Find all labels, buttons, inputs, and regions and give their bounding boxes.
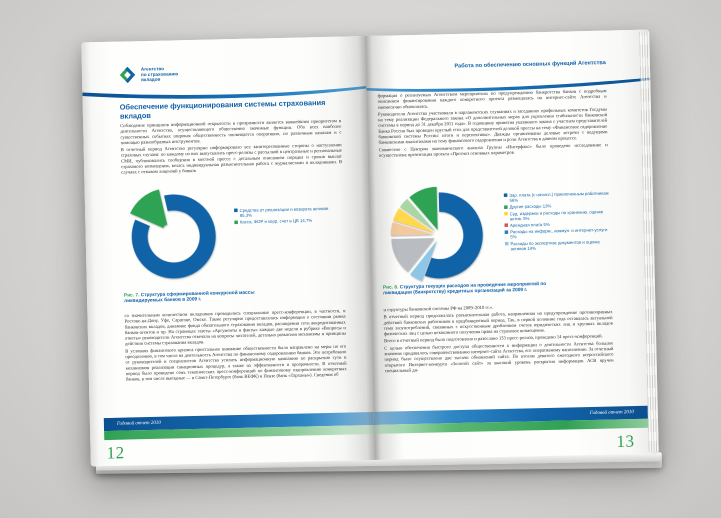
pie-chart-fig8 [390,186,483,281]
pie-slice [393,208,435,233]
legend-item: Зар. плата (с начисл.) привлеченным рабо… [503,190,613,203]
legend-swatch-icon [504,230,509,234]
legend-label: Зар. плата (с начисл.) привлеченным рабо… [509,190,609,203]
legend-label: Средства от реализации и возврата активо… [239,205,329,219]
fig8-legend: Зар. плата (с начисл.) привлеченным рабо… [503,190,614,252]
donut-chart-fig7 [130,189,216,279]
header-swoosh [366,77,651,92]
legend-label: Расходы на информ., коммун. и интернет-у… [510,227,608,240]
legend-item: Средства от реализации и возврата активо… [234,206,337,219]
legend-label: Касса, ФОР и корр. счет в ЦБ 14,7% [239,218,313,225]
page-left: Агентство по страхованию вкладов Обеспеч… [81,36,375,467]
report-spread: Агентство по страхованию вкладов Обеспеч… [81,29,662,474]
figure-title: Структура текущих расходов на проведение… [382,281,547,296]
body-paragraph: Руководители Агентства участвовали в пар… [377,107,608,146]
fig7-legend: Средства от реализации и возврата активо… [234,206,337,227]
header-swoosh [82,86,367,99]
pie-slice [410,240,437,281]
right-top-text: формация о реализуемых Агентством меропр… [378,89,608,161]
legend-item: Суд. издержки и расходы по хранению, оце… [504,209,613,222]
legend-swatch-icon [234,208,238,213]
body-paragraph: В отчетный период продолжалась разъяснит… [383,309,613,337]
body-paragraph: В условиях финансового кризиса пристальн… [125,343,347,383]
legend-swatch-icon [504,223,509,228]
running-header: Работа по обеспечению основных функций А… [454,59,606,70]
legend-label: Расходы по экспертизе документов и оценк… [510,239,600,252]
legend-swatch-icon [504,211,508,216]
logo-line: вкладов [141,76,161,83]
legend-swatch-icon [234,220,238,224]
asv-logo: Агентство по страхованию вкладов [118,64,179,84]
legend-item: Касса, ФОР и корр. счет в ЦБ 14,7% [234,217,337,225]
page-right: Работа по обеспечению основных функций А… [365,29,659,460]
legend-label: Другие расходы 13% [509,203,552,210]
figure7-caption: Рис. 7. Структура сформированной конкурс… [124,289,279,304]
figure-title: Структура сформированной конкурсной масс… [124,289,255,304]
pie-slice [130,189,168,228]
pie-slice [424,192,483,279]
section-heading: Обеспечение функционирования системы стр… [119,98,326,121]
page-number: 13 [616,432,635,451]
right-bottom-text: и структуры банковской системы РФ на 200… [383,303,613,376]
legend-item: Расходы на информ., коммун. и интернет-у… [504,227,614,240]
pie-slice [409,186,438,230]
figure8-block: Зар. плата (с начисл.) привлеченным рабо… [374,179,631,292]
pie-slice [391,238,435,272]
legend-item: Расходы по экспертизе документов и оценк… [504,239,614,252]
legend-label: Арендная плата 5% [509,221,550,228]
pie-slice [390,222,434,236]
spread-sheet: Агентство по страхованию вкладов Обеспеч… [81,29,659,467]
asv-logo-text: Агентство по страхованию вкладов [141,66,178,83]
page-number: 12 [106,443,125,463]
body-paragraph: Соблюдение принципов информационной откр… [120,118,342,146]
body-paragraph: В отчетный период Агентство регулярно ин… [120,142,343,176]
footer-report-title: Годовой отчет 2010 [116,419,161,427]
legend-label: Суд. издержки и расходы по хранению, оце… [509,209,604,222]
left-bottom-text: со значительным количеством вкладчиков п… [124,309,347,385]
pie-slice [131,194,216,279]
asv-logo-icon [119,66,136,84]
figure7-block: Средства от реализации и возврата активо… [115,182,352,293]
footer-report-title: Годовой отчет 2010 [589,409,634,416]
legend-swatch-icon [504,205,508,209]
body-paragraph: со значительным количеством вкладчиков п… [124,308,346,347]
legend-swatch-icon [504,241,509,246]
fore-edge-pages [639,31,659,452]
body-paragraph: С целью обеспечения быстрого доступа общ… [384,340,614,374]
pie-slice [399,198,436,232]
left-top-text: Соблюдение принципов информационной откр… [120,119,342,178]
legend-swatch-icon [503,193,508,198]
